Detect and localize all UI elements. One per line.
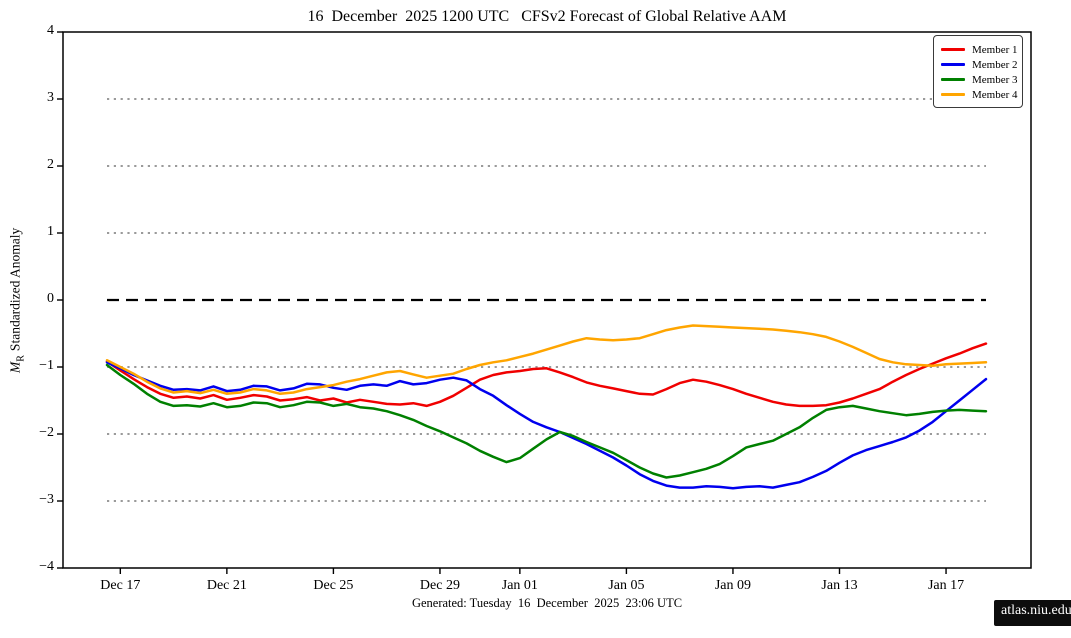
y-tick-label--4: −4 [39, 559, 54, 574]
x-tick-label-dec-17: Dec 17 [100, 578, 141, 593]
y-tick-label-4: 4 [47, 23, 54, 38]
x-tick-label-dec-21: Dec 21 [206, 578, 247, 593]
y-tick-label-0: 0 [47, 291, 54, 306]
legend-item-member-4: Member 4 [941, 87, 1018, 102]
legend-label-member-3: Member 3 [972, 73, 1018, 86]
legend-label-member-2: Member 2 [972, 58, 1018, 71]
legend-item-member-1: Member 1 [941, 42, 1018, 57]
legend-item-member-3: Member 3 [941, 72, 1018, 87]
y-tick-label--2: −2 [39, 425, 54, 440]
legend-line-swatch-member-4 [941, 93, 965, 96]
site-badge: atlas.niu.edu [994, 600, 1071, 626]
x-tick-label-dec-29: Dec 29 [419, 578, 460, 593]
legend-line-swatch-member-2 [941, 63, 965, 66]
x-tick-label-jan-13: Jan 13 [821, 578, 858, 593]
legend-line-swatch-member-3 [941, 78, 965, 81]
legend-line-swatch-member-1 [941, 48, 965, 51]
x-tick-label-jan-09: Jan 09 [714, 578, 752, 593]
chart-line-member-4 [105, 324, 988, 396]
y-tick-label-1: 1 [47, 224, 54, 239]
y-tick-label-2: 2 [47, 157, 54, 172]
chart-line-member-1 [105, 342, 988, 408]
chart-line-member-2 [105, 361, 988, 490]
legend: Member 1 Member 2 Member 3 Member 4 [933, 35, 1023, 108]
x-tick-label-jan-17: Jan 17 [927, 578, 965, 593]
chart-title: 16 December 2025 1200 UTC CFSv2 Forecast… [307, 8, 787, 25]
legend-item-member-2: Member 2 [941, 57, 1018, 72]
y-axis-label-text: Standardized Anomaly [7, 227, 23, 352]
x-tick-label-jan-01: Jan 01 [501, 578, 538, 593]
legend-label-member-4: Member 4 [972, 88, 1018, 101]
y-axis-label-subscript: R [15, 355, 27, 362]
y-tick-label-3: 3 [47, 90, 54, 105]
y-tick-label--1: −1 [39, 358, 54, 373]
x-tick-label-jan-05: Jan 05 [608, 578, 645, 593]
y-axis-label: MR Standardized Anomaly [8, 200, 27, 400]
legend-label-member-1: Member 1 [972, 43, 1018, 56]
y-tick-label--3: −3 [39, 492, 54, 507]
y-axis-label-symbol: M [7, 361, 23, 373]
chart-line-member-3 [105, 363, 988, 479]
generated-timestamp: Generated: Tuesday 16 December 2025 23:0… [411, 596, 683, 610]
x-tick-label-dec-25: Dec 25 [313, 578, 354, 593]
